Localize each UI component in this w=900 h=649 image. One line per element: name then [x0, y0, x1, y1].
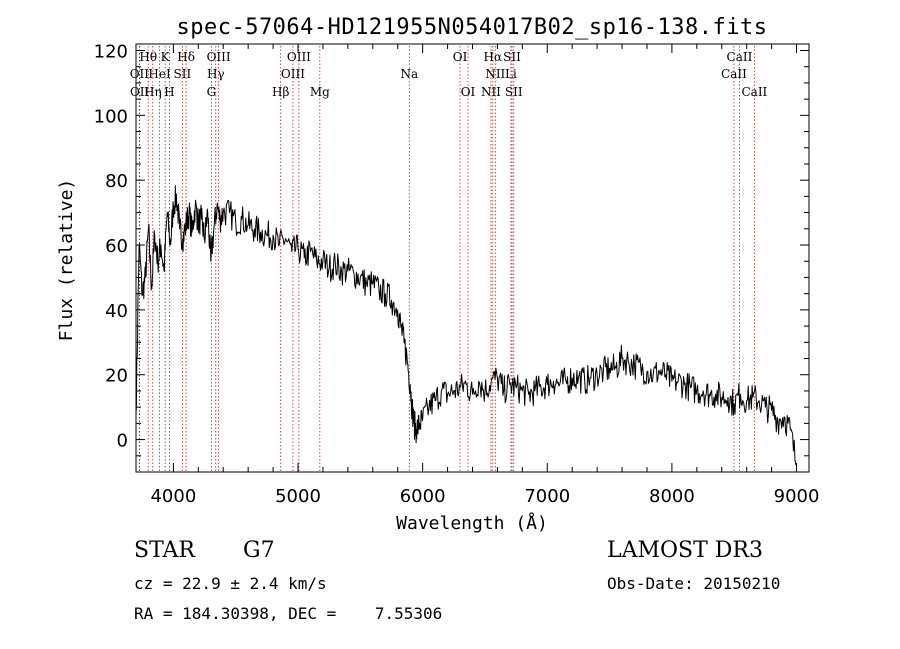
- y-axis: 0 20 40 60 80 100 120: [94, 41, 809, 473]
- spectral-line-label: Hα: [484, 50, 503, 64]
- y-tick-label: 20: [105, 366, 128, 387]
- observation-date: Obs-Date: 20150210: [607, 574, 781, 593]
- y-tick-label: 0: [117, 431, 128, 452]
- object-subclass: G7: [243, 538, 275, 563]
- spectral-line-label: Hθ: [139, 50, 157, 64]
- x-tick-label: 5000: [275, 486, 321, 507]
- y-axis-label: Flux (relative): [56, 179, 77, 342]
- spectral-line-label: OI: [461, 85, 476, 99]
- spectral-line-label: OIII: [281, 67, 305, 81]
- spectral-line-label: OII: [130, 67, 150, 81]
- spectral-line-label: CaII: [741, 85, 767, 99]
- survey-name: LAMOST DR3: [607, 538, 763, 563]
- x-tick-label: 4000: [150, 486, 196, 507]
- x-tick-label: 9000: [774, 486, 820, 507]
- spectral-line-label: Hγ: [207, 67, 225, 81]
- spectral-line-label: Hη: [144, 85, 162, 99]
- spectral-line-label: Na: [400, 67, 418, 81]
- spectral-line-label: H: [164, 85, 174, 99]
- spectral-line-label: Hδ: [177, 50, 195, 64]
- spectral-line-label: G: [207, 85, 217, 99]
- x-axis: 4000 5000 6000 7000 8000 9000: [150, 44, 819, 507]
- coordinates: RA = 184.30398, DEC = 7.55306: [134, 604, 443, 623]
- redshift-value: cz = 22.9 ± 2.4 km/s: [134, 574, 327, 593]
- spectral-line-label: HeI: [148, 67, 171, 81]
- spectral-line-label: NII: [485, 67, 505, 81]
- x-axis-label: Wavelength (Å): [396, 512, 548, 534]
- spectral-line-label: Mg: [310, 85, 330, 99]
- spectral-line-label: CaII: [727, 50, 753, 64]
- spectral-line-label: SII: [505, 85, 523, 99]
- y-tick-label: 100: [94, 106, 128, 127]
- spectral-line-label: SII: [503, 50, 521, 64]
- x-tick-label: 6000: [400, 486, 446, 507]
- spectral-line-label: Hβ: [272, 85, 289, 99]
- spectral-line-label: OIII: [287, 50, 311, 64]
- x-tick-label: 8000: [649, 486, 695, 507]
- spectral-line-label: SII: [174, 67, 192, 81]
- spectral-line-label: CaII: [721, 67, 747, 81]
- spectral-line-label: OII: [130, 85, 150, 99]
- y-tick-label: 40: [105, 301, 128, 322]
- spectral-line-label: K: [161, 50, 171, 64]
- y-tick-label: 80: [105, 171, 128, 192]
- plot-frame: [135, 43, 810, 473]
- y-tick-label: 60: [105, 236, 128, 257]
- object-class: STAR: [134, 538, 195, 563]
- x-tick-label: 7000: [524, 486, 570, 507]
- spectral-line-label: OIII: [207, 50, 231, 64]
- chart-title: spec-57064-HD121955N054017B02_sp16-138.f…: [176, 15, 767, 40]
- spectral-line-label: Li: [505, 67, 517, 81]
- spectral-line-label: NII: [481, 85, 501, 99]
- spectrum-line: [135, 185, 797, 466]
- spectral-line-label: OI: [453, 50, 468, 64]
- spectral-lines-layer: [138, 46, 755, 471]
- y-tick-label: 120: [94, 41, 128, 62]
